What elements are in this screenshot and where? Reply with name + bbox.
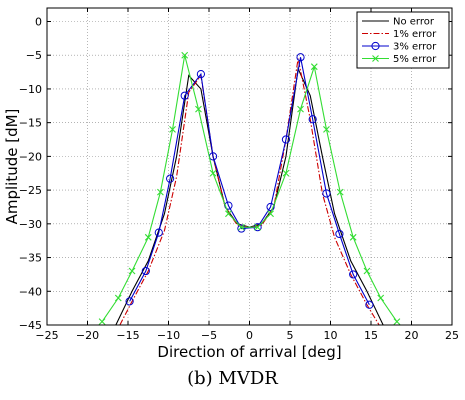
- data-point-marker: [266, 202, 275, 212]
- y-tick-label: −20: [19, 150, 42, 163]
- data-point-marker: [371, 41, 380, 51]
- data-point-marker: [209, 169, 217, 177]
- x-tick-label: 25: [445, 329, 459, 342]
- data-point-marker: [335, 229, 344, 239]
- x-tick-label: −10: [157, 329, 180, 342]
- data-point-marker: [349, 233, 357, 241]
- data-point-marker: [225, 210, 232, 218]
- data-point-marker: [282, 169, 290, 177]
- data-point-marker: [181, 51, 189, 59]
- data-point-marker: [365, 300, 374, 309]
- data-point-marker: [393, 318, 401, 326]
- y-tick-label: −30: [19, 218, 42, 231]
- data-point-marker: [125, 297, 134, 306]
- data-point-marker: [98, 318, 106, 326]
- y-tick-label: −45: [19, 319, 42, 332]
- data-point-marker: [308, 115, 317, 124]
- data-point-marker: [154, 228, 163, 237]
- data-point-marker: [363, 267, 371, 275]
- legend-entry-label: 5% error: [393, 54, 437, 65]
- data-point-marker: [157, 188, 164, 196]
- x-tick-label: 0: [246, 329, 253, 342]
- y-tick-label: 0: [35, 15, 42, 28]
- data-point-marker: [349, 270, 358, 279]
- x-tick-label: 10: [324, 329, 338, 342]
- data-point-marker: [323, 126, 330, 133]
- y-tick-label: −5: [26, 49, 42, 62]
- chart: −25 −20 −15 −10 −5 0 5 10 15 20 250−5−10−15−20−25−…: [3, 7, 459, 361]
- data-point-marker: [254, 223, 261, 231]
- x-tick-label: −15: [116, 329, 139, 342]
- x-axis-label: Direction of arrival [deg]: [157, 343, 341, 361]
- x-tick-label: −5: [201, 329, 217, 342]
- data-point-marker: [372, 55, 379, 62]
- series-3: [98, 51, 401, 326]
- data-point-marker: [336, 188, 344, 196]
- data-point-marker: [377, 294, 385, 302]
- y-tick-label: −10: [19, 83, 42, 96]
- data-point-marker: [114, 294, 122, 302]
- y-tick-label: −15: [19, 117, 42, 130]
- y-axis-label: Amplitude [dM]: [3, 109, 21, 225]
- series-line: [101, 55, 398, 322]
- series-2: [125, 53, 374, 309]
- x-tick-label: 20: [405, 329, 419, 342]
- data-point-marker: [267, 210, 274, 218]
- data-point-marker: [169, 126, 176, 133]
- legend-entry-label: 3% error: [393, 42, 437, 53]
- ticks: −25 −20 −15 −10 −5 0 5 10 15 20 250−5−10−15−20−25−…: [19, 8, 459, 342]
- data-point-marker: [141, 266, 150, 276]
- data-point-marker: [128, 267, 136, 275]
- data-point-marker: [237, 224, 246, 233]
- y-tick-label: −40: [19, 285, 42, 298]
- legend-entry-label: No error: [393, 17, 435, 28]
- y-tick-label: −25: [19, 184, 42, 197]
- x-tick-label: 15: [364, 329, 378, 342]
- data-point-marker: [166, 174, 175, 183]
- x-tick-label: −20: [76, 329, 99, 342]
- data-point-marker: [296, 53, 305, 62]
- data-point-marker: [196, 69, 205, 79]
- series-line: [129, 57, 370, 306]
- data-point-marker: [322, 189, 331, 198]
- series-group: [98, 51, 401, 326]
- x-tick-label: −25: [35, 329, 58, 342]
- y-tick-label: −35: [19, 252, 42, 265]
- data-point-marker: [195, 105, 202, 113]
- data-point-marker: [281, 135, 291, 144]
- x-tick-label: 5: [287, 329, 294, 342]
- legend-entry-label: 1% error: [393, 29, 437, 40]
- data-point-marker: [144, 233, 152, 241]
- data-point-marker: [310, 63, 318, 71]
- data-point-marker: [180, 91, 189, 100]
- figure-caption: (b) MVDR: [187, 368, 278, 389]
- data-point-marker: [297, 105, 304, 113]
- data-point-marker: [238, 223, 245, 231]
